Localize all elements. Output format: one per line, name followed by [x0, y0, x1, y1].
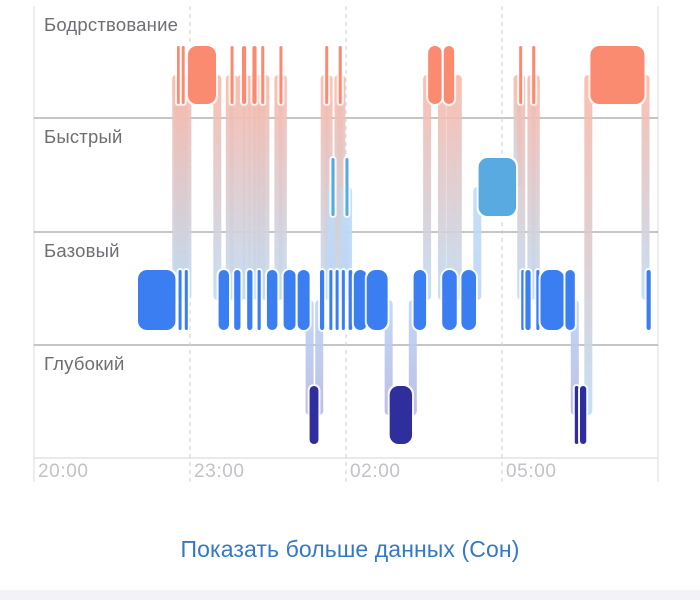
- stage-segment-core: [646, 270, 651, 330]
- grid-lines: [33, 6, 659, 482]
- stage-segment-awake: [242, 46, 247, 104]
- stage-segment-awake: [230, 46, 234, 104]
- x-tick-label: 23:00: [194, 461, 245, 482]
- stage-segment-awake: [181, 46, 185, 104]
- stage-segments: [136, 44, 653, 446]
- stage-segment-core: [266, 270, 278, 330]
- stage-segment-core: [540, 270, 565, 330]
- stage-segment-deep: [389, 386, 413, 444]
- x-tick-label: 05:00: [506, 461, 557, 482]
- stage-segment-core: [442, 270, 457, 330]
- stage-label-awake: Бодрствование: [44, 14, 179, 35]
- stage-segment-deep: [574, 386, 579, 444]
- stage-label-core: Базовый: [44, 240, 120, 261]
- stage-segment-core: [565, 270, 575, 330]
- stage-segment-awake: [325, 46, 329, 104]
- stage-segment-awake: [177, 46, 180, 104]
- stage-segment-awake: [338, 46, 342, 104]
- stage-segment-core: [283, 270, 296, 330]
- stage-segment-awake: [519, 46, 523, 104]
- stage-segment-deep: [580, 386, 587, 444]
- stage-segment-rem: [478, 158, 517, 216]
- stage-segment-awake: [279, 46, 283, 104]
- stage-transition: [453, 75, 462, 300]
- stage-segment-core: [297, 270, 310, 330]
- stage-segment-core: [320, 270, 325, 330]
- stage-transition: [641, 75, 650, 300]
- stage-transition: [261, 75, 270, 300]
- stage-segment-core: [329, 270, 333, 330]
- stage-segment-awake: [261, 46, 265, 104]
- stage-segment-core: [218, 270, 229, 330]
- stage-segment-rem: [331, 158, 335, 216]
- stage-segment-core: [348, 270, 353, 330]
- stage-segment-core: [341, 270, 345, 330]
- stage-segment-core: [234, 270, 241, 330]
- stage-segment-awake: [187, 46, 216, 104]
- stage-transition: [423, 75, 432, 300]
- stage-segment-core: [138, 270, 176, 330]
- stage-label-deep: Глубокий: [44, 353, 125, 374]
- stage-segment-core: [257, 270, 261, 330]
- stage-segment-core: [353, 270, 367, 330]
- stage-segment-core: [184, 270, 188, 330]
- stage-transition: [437, 75, 446, 300]
- stage-transition: [213, 75, 222, 300]
- stage-segment-rem: [345, 158, 349, 216]
- stage-transition: [517, 75, 526, 300]
- stage-transition: [183, 75, 192, 300]
- stage-segment-core: [525, 270, 531, 330]
- stage-segment-deep: [309, 386, 319, 444]
- stage-segment-core: [247, 270, 253, 330]
- stage-transition: [446, 75, 455, 300]
- stage-transition: [278, 75, 287, 300]
- stage-transition: [531, 75, 540, 300]
- stage-label-rem: Быстрый: [44, 126, 123, 147]
- x-tick-label: 02:00: [350, 461, 401, 482]
- stage-segment-awake: [532, 46, 536, 104]
- stage-segment-awake: [590, 46, 645, 104]
- stage-segment-core: [178, 270, 182, 330]
- stage-segment-core: [461, 270, 476, 330]
- stage-segment-core: [335, 270, 339, 330]
- stage-transition: [584, 75, 593, 415]
- stage-segment-core: [413, 270, 427, 330]
- stage-segment-awake: [428, 46, 442, 104]
- stage-segment-awake: [252, 46, 257, 104]
- stage-connectors: [172, 75, 650, 415]
- stage-segment-core: [366, 270, 388, 330]
- bottom-divider-strip: [0, 590, 700, 600]
- x-tick-label: 20:00: [38, 461, 89, 482]
- show-more-data-link[interactable]: Показать больше данных (Сон): [180, 536, 520, 562]
- stage-transition: [229, 75, 238, 300]
- stage-segment-awake: [443, 46, 455, 104]
